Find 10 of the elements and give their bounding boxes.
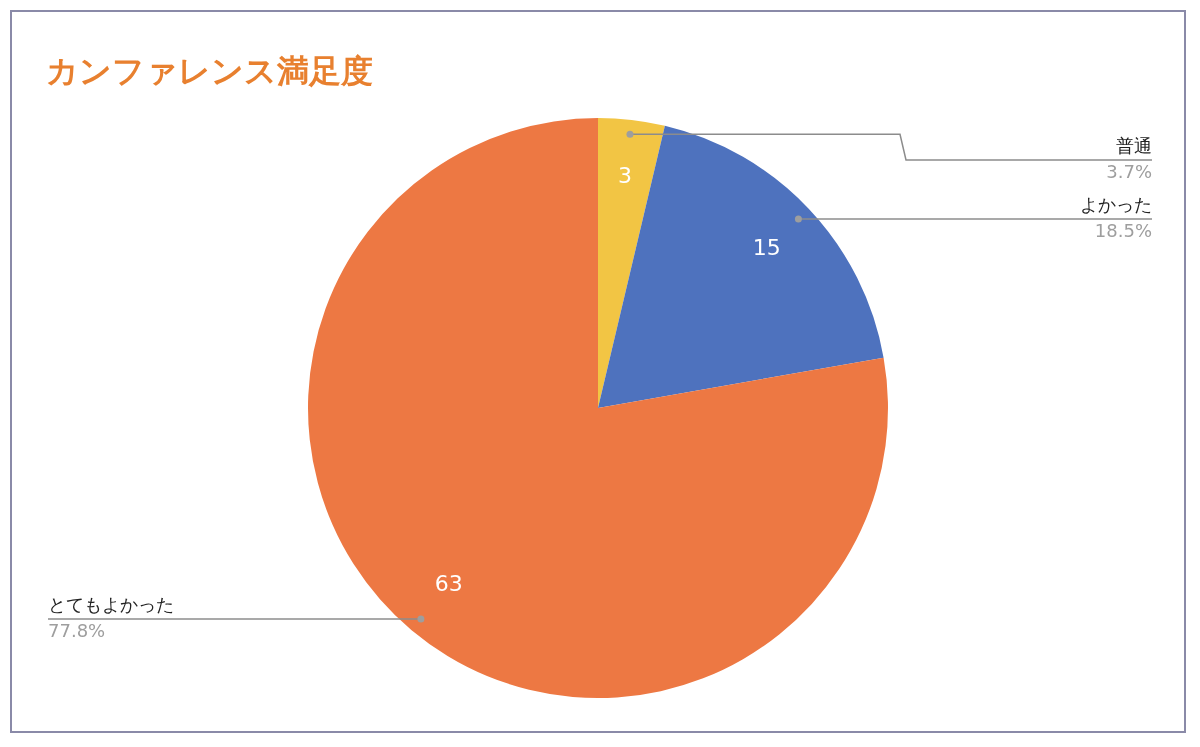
chart-title: カンファレンス満足度: [46, 51, 373, 92]
slice-label: 普通: [1116, 134, 1152, 156]
slice-label: とてもよかった: [48, 593, 174, 615]
data-label: 3: [617, 163, 632, 189]
text: 3.7%: [1106, 160, 1152, 182]
text: 77.8%: [48, 619, 106, 641]
data-label: 15: [752, 234, 781, 260]
text: 18.5%: [1094, 219, 1152, 241]
slice-label: よかった: [1080, 193, 1152, 215]
data-label: 63: [434, 571, 463, 597]
